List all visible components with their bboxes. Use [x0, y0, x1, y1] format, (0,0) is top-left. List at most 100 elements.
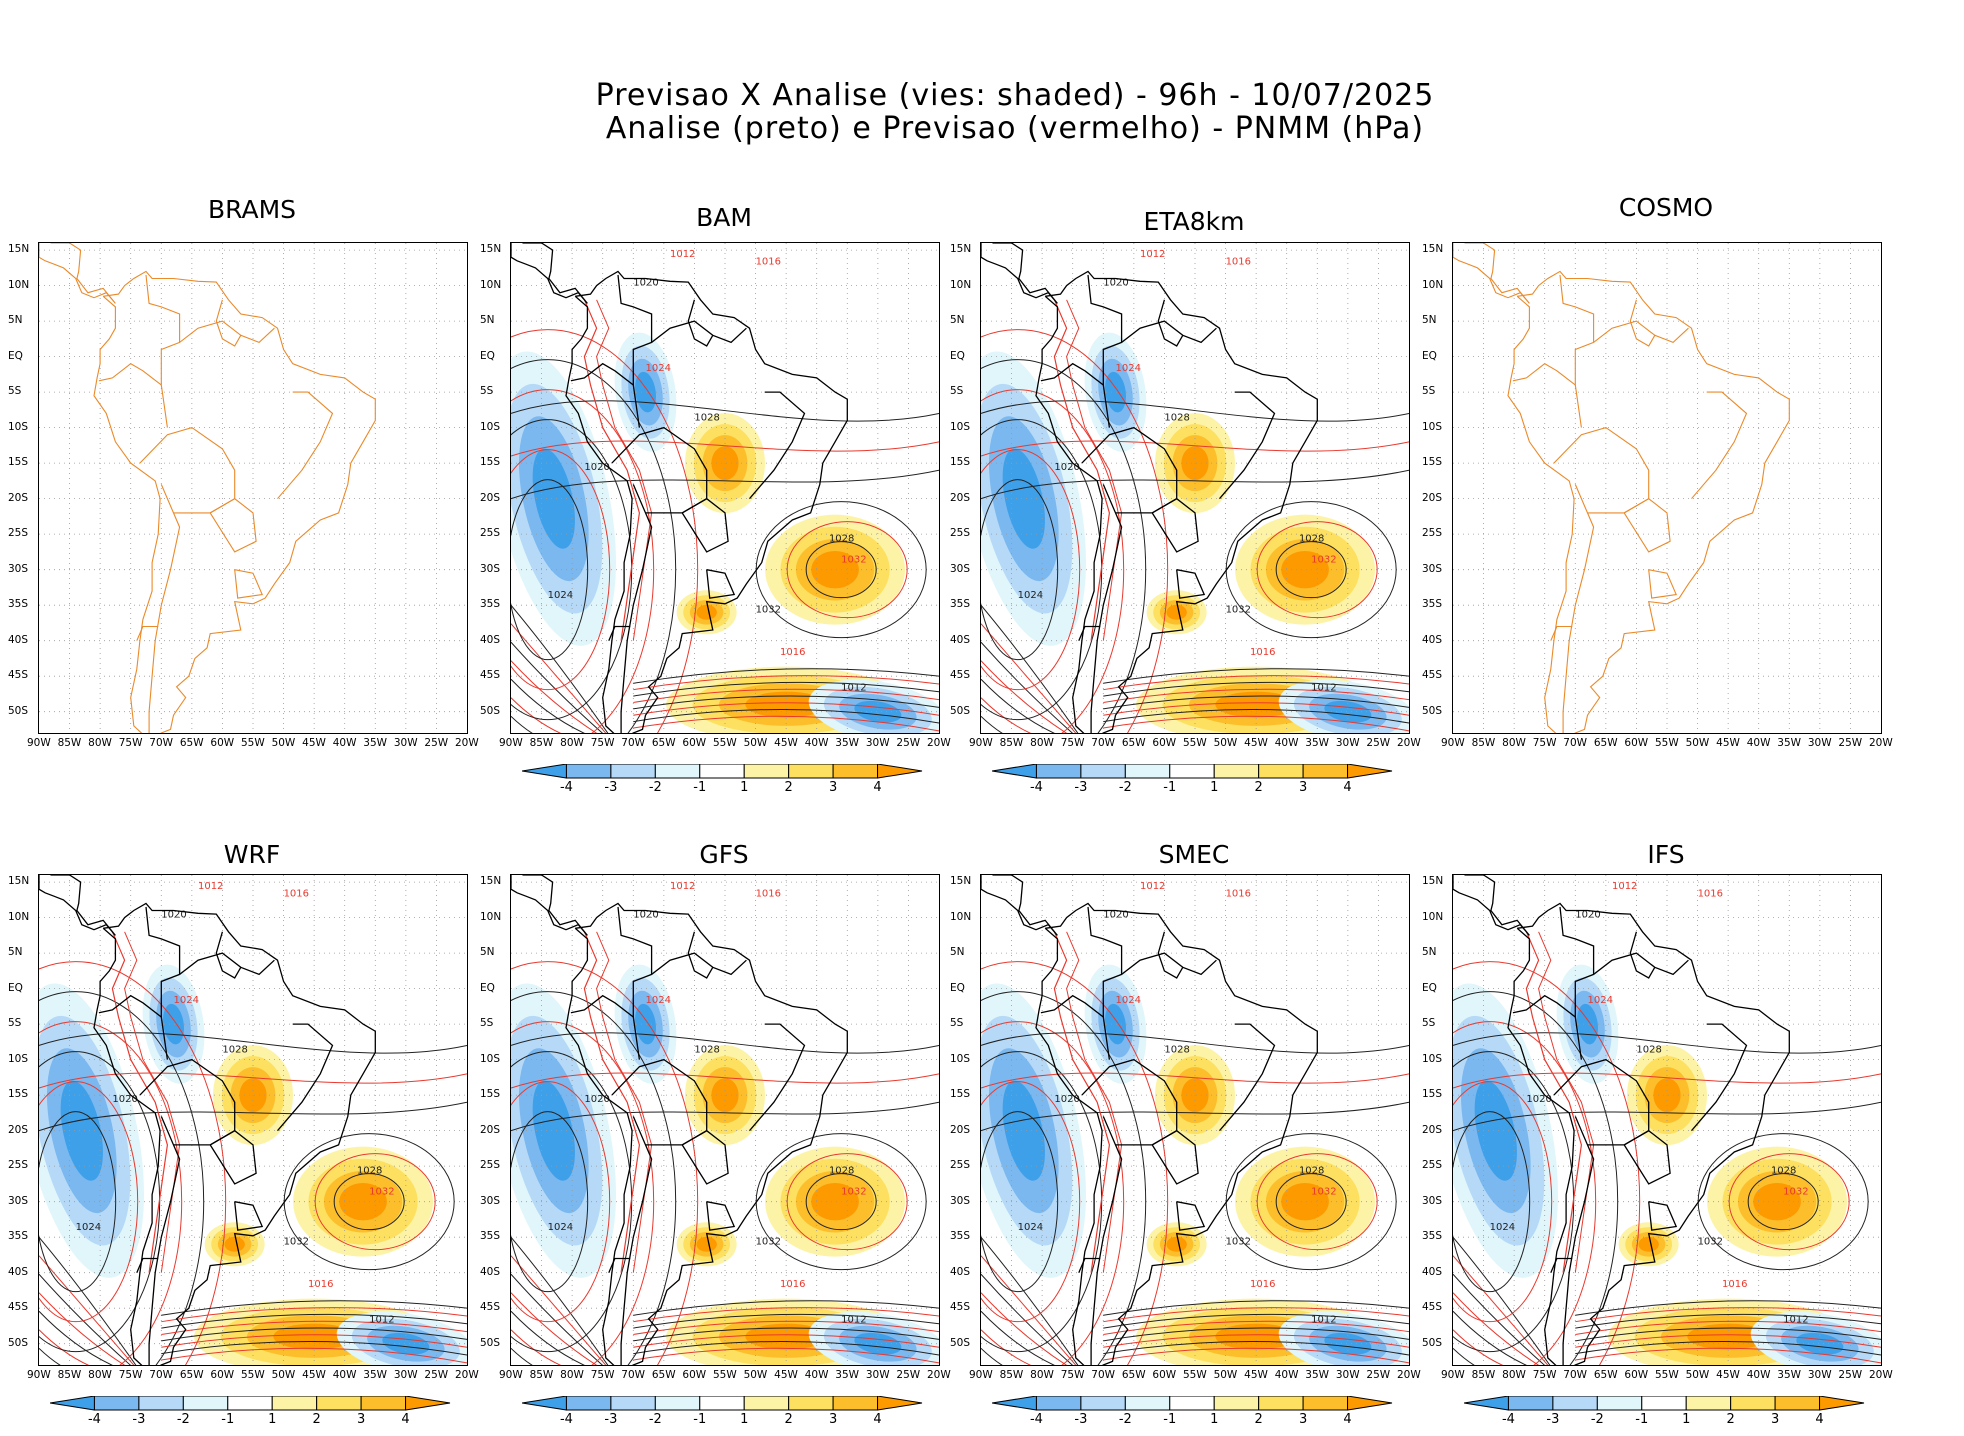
lon-tick-label: 90W: [1441, 737, 1465, 749]
colorbar-label: -4: [559, 1412, 573, 1427]
colorbar-swatch: [405, 1395, 451, 1411]
colorbar-label: -2: [648, 780, 662, 795]
colorbar-swatch: [1258, 763, 1304, 779]
lat-tick-label: 15S: [1422, 456, 1443, 469]
lon-tick-label: 50W: [271, 1369, 296, 1381]
colorbar-label: -4: [1501, 1412, 1515, 1427]
lon-tick-label: 85W: [999, 737, 1024, 749]
lat-tick-label: 30S: [950, 562, 971, 575]
country-border: [145, 906, 181, 975]
lat-tick-label: 20S: [480, 491, 501, 504]
colorbar-swatch: [1685, 1395, 1732, 1411]
lon-tick-label: 50W: [1685, 1369, 1710, 1381]
lon-tick-label: 40W: [332, 1369, 357, 1381]
isobar-label: 1028: [694, 1045, 719, 1056]
colorbar: [991, 1395, 1394, 1416]
isobar-label: 1028: [1164, 413, 1189, 424]
lat-tick-label: 5S: [480, 1017, 494, 1030]
isobar-label: 1012: [1612, 881, 1637, 892]
south-america-outline: [93, 902, 376, 1365]
country-border: [632, 320, 747, 428]
isobar-label: 1016: [756, 256, 781, 267]
lon-tick-label: 25W: [896, 737, 921, 749]
isobars: [981, 299, 1409, 733]
isobar-label: 1020: [584, 1094, 609, 1105]
lat-tick-label: EQ: [480, 981, 495, 994]
isobar-label: 1016: [308, 1279, 333, 1290]
country-border: [209, 1129, 257, 1185]
lat-tick-label: 35S: [950, 598, 971, 611]
lon-tick-label: 45W: [1716, 1369, 1740, 1381]
lon-tick-label: 30W: [1335, 1369, 1360, 1381]
isobar-label: 1012: [670, 881, 695, 892]
lat-tick-label: 45S: [950, 1301, 971, 1314]
lon-tick-label: 75W: [1532, 737, 1557, 749]
lon-tick-label: 55W: [1183, 737, 1207, 749]
map-frame: 1012 1016 1020 1024 1028 1032 1012 1016 1020 1024…: [1452, 874, 1882, 1366]
coastline: [511, 875, 848, 1365]
country-border: [1553, 426, 1650, 514]
lon-tick-label: 70W: [1563, 1369, 1588, 1381]
lon-tick-label: 90W: [27, 1369, 51, 1381]
negative-bias-andes: [1556, 964, 1619, 1084]
lat-tick-label: 35S: [950, 1230, 971, 1243]
positive-bias-plata: [676, 1222, 737, 1267]
lat-tick-label: 40S: [950, 1265, 971, 1278]
colorbar-label: -3: [604, 780, 618, 795]
lon-tick-label: 65W: [1121, 737, 1146, 749]
colorbar-label: -2: [1118, 780, 1132, 795]
panel-title: COSMO: [1618, 193, 1714, 222]
lat-tick-label: 5N: [1422, 314, 1437, 327]
country-border: [687, 931, 714, 979]
isobar-label: 1032: [284, 1236, 309, 1247]
lon-tick-label: 90W: [27, 737, 51, 749]
lon-tick-label: 90W: [499, 737, 523, 749]
isobar-label: 1012: [369, 1314, 394, 1325]
isobar-label: 1012: [841, 682, 866, 693]
lat-tick-label: 35S: [480, 598, 501, 611]
lat-tick-label: 5N: [1422, 946, 1437, 959]
isobar-label: 1020: [1575, 910, 1600, 921]
colorbar-label: 2: [784, 1412, 793, 1427]
colorbar-swatch: [991, 763, 1037, 779]
colorbar-label: 1: [1682, 1412, 1691, 1427]
central-america-outline: [981, 243, 1058, 304]
lon-tick-label: 90W: [499, 1369, 523, 1381]
lat-tick-label: EQ: [8, 981, 23, 994]
country-border: [215, 299, 242, 347]
lat-tick-label: 25S: [8, 1159, 29, 1172]
lat-tick-label: 5N: [8, 946, 23, 959]
colorbar-swatch: [227, 1395, 273, 1411]
isobar-label: 1020: [633, 278, 658, 289]
colorbar-swatch: [1035, 1395, 1082, 1411]
isobar-label: 1024: [76, 1222, 101, 1233]
isobar-label: 1016: [1226, 256, 1251, 267]
negative-bias-pacific: [981, 351, 1086, 646]
lat-tick-label: 10N: [950, 910, 972, 923]
lon-tick-label: 20W: [1869, 737, 1893, 749]
country-border: [148, 484, 181, 733]
lat-tick-label: 20S: [8, 491, 29, 504]
colorbar-label: 3: [1298, 780, 1308, 795]
lat-tick-label: 25S: [950, 1159, 971, 1172]
lat-tick-label: 45S: [8, 669, 29, 682]
country-border: [608, 1257, 631, 1273]
lon-tick-label: 65W: [1593, 737, 1618, 749]
panel-title: SMEC: [1158, 840, 1230, 869]
lat-tick-label: 45S: [8, 1301, 29, 1314]
lat-tick-label: 15S: [480, 456, 501, 469]
isobar-label: 1028: [1299, 1165, 1324, 1176]
lat-tick-label: 5S: [480, 385, 494, 398]
colorbar: [521, 763, 924, 784]
lon-tick-label: 70W: [621, 1369, 646, 1381]
colorbar-label: 2: [784, 780, 793, 795]
map-canvas: 1012 1016 1020 1024 1028 1032 1012 1016 1020 1024…: [981, 875, 1409, 1365]
isobar-label: 1020: [1054, 1094, 1079, 1105]
country-border: [1574, 952, 1689, 1060]
isobars: [1453, 931, 1881, 1365]
lon-tick-label: 80W: [1502, 737, 1526, 749]
south-america-outline: [565, 902, 848, 1365]
lon-tick-label: 30W: [1807, 737, 1832, 749]
lat-tick-label: 10S: [480, 1052, 501, 1065]
colorbar-swatch: [49, 1395, 95, 1411]
